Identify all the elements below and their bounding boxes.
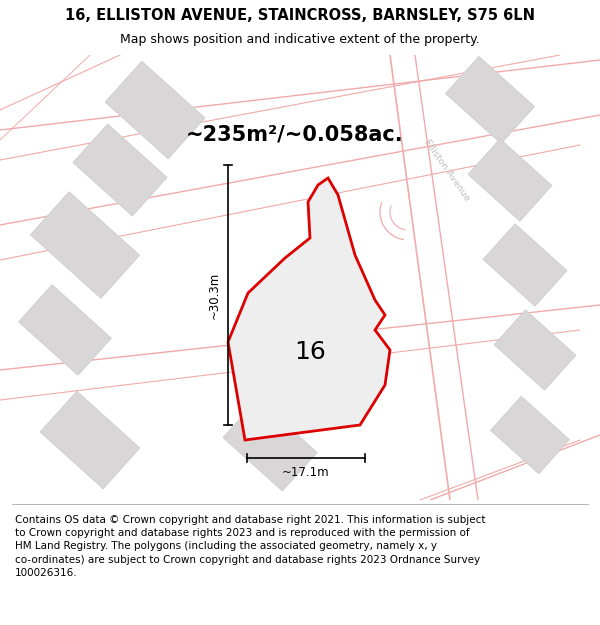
Polygon shape [73, 124, 167, 216]
Polygon shape [445, 56, 535, 144]
Polygon shape [30, 192, 140, 298]
Polygon shape [40, 391, 140, 489]
Text: Map shows position and indicative extent of the property.: Map shows position and indicative extent… [120, 33, 480, 46]
Polygon shape [468, 139, 552, 221]
Polygon shape [19, 284, 112, 376]
Polygon shape [105, 61, 205, 159]
Polygon shape [494, 310, 576, 390]
Text: Elliston Avenue: Elliston Avenue [422, 138, 472, 202]
Text: 16, ELLISTON AVENUE, STAINCROSS, BARNSLEY, S75 6LN: 16, ELLISTON AVENUE, STAINCROSS, BARNSLE… [65, 8, 535, 23]
Text: ~17.1m: ~17.1m [282, 466, 330, 479]
Text: ~235m²/~0.058ac.: ~235m²/~0.058ac. [186, 125, 404, 145]
Polygon shape [223, 399, 317, 491]
Text: ~30.3m: ~30.3m [208, 271, 221, 319]
Polygon shape [228, 178, 390, 440]
Text: 16: 16 [294, 340, 326, 364]
Polygon shape [483, 224, 567, 306]
Text: Contains OS data © Crown copyright and database right 2021. This information is : Contains OS data © Crown copyright and d… [15, 515, 485, 578]
Polygon shape [490, 396, 569, 474]
